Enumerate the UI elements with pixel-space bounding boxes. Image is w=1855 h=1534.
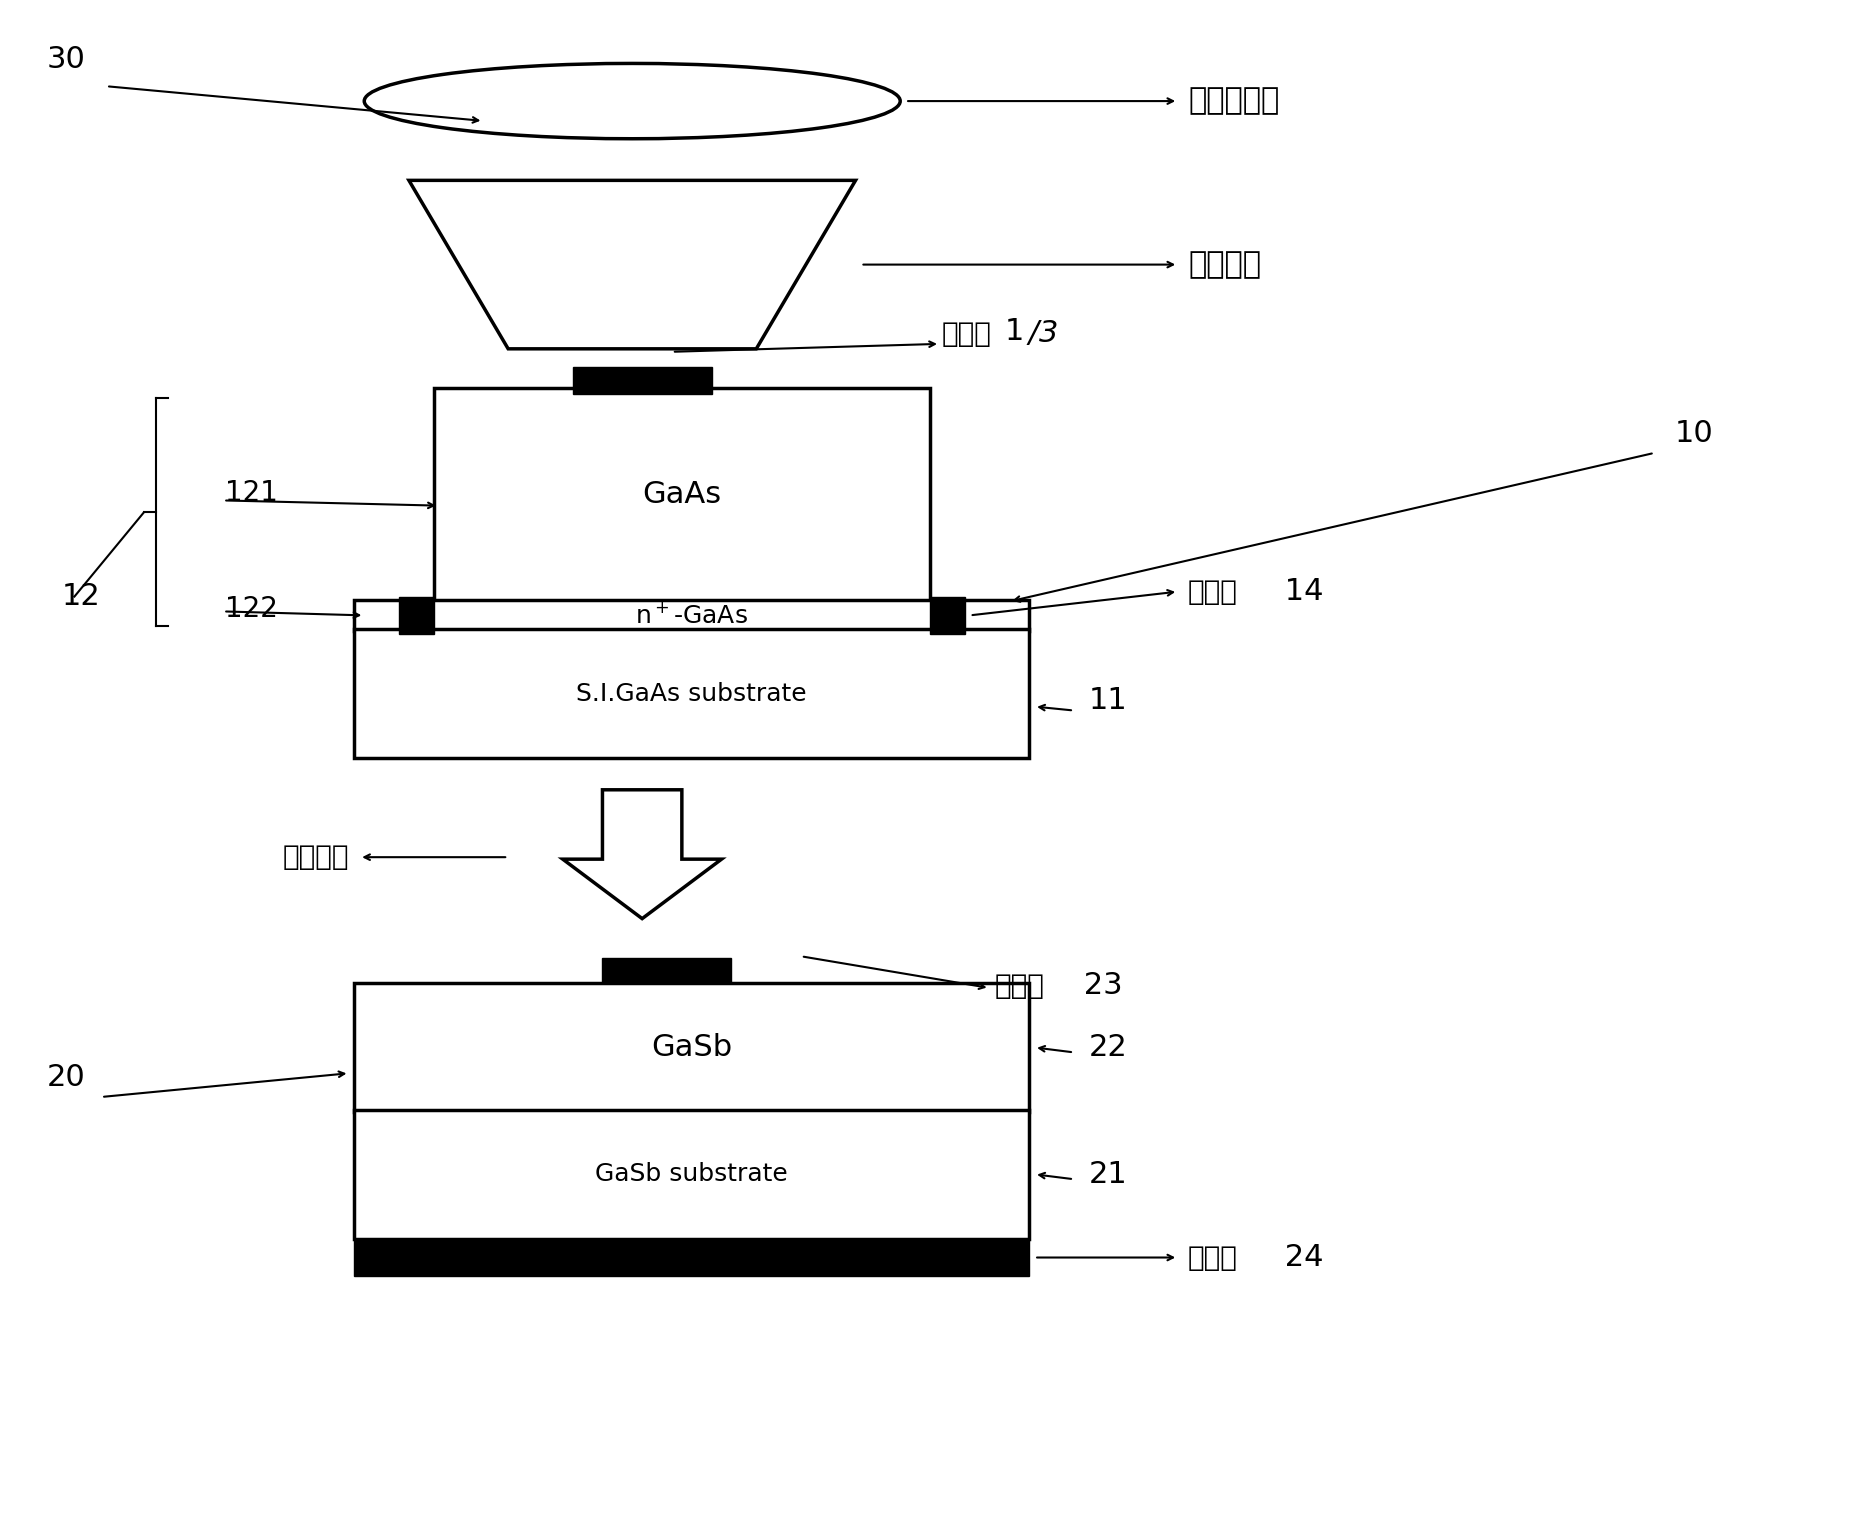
Text: 背电极: 背电极 [1187, 1244, 1237, 1272]
Text: 20: 20 [46, 1063, 85, 1092]
Text: 正电极: 正电极 [994, 973, 1044, 1000]
Text: 22: 22 [1089, 1032, 1128, 1062]
Text: 23: 23 [1074, 971, 1122, 1000]
Text: GaSb substrate: GaSb substrate [595, 1163, 788, 1186]
Text: 聚光光束: 聚光光束 [1187, 250, 1260, 279]
Text: 14: 14 [1274, 577, 1323, 606]
Bar [354, 983, 1030, 1112]
Polygon shape [562, 790, 722, 919]
Bar [399, 597, 434, 634]
Text: 12: 12 [61, 581, 100, 611]
Text: 122: 122 [224, 595, 278, 623]
Text: 1: 1 [1004, 318, 1024, 347]
Bar [929, 597, 965, 634]
Text: 30: 30 [46, 44, 85, 74]
Text: 10: 10 [1673, 419, 1712, 448]
Text: GaSb: GaSb [651, 1032, 733, 1062]
Bar [354, 629, 1030, 758]
Bar [354, 1238, 1030, 1276]
Text: /3: /3 [1018, 319, 1057, 348]
Bar [354, 600, 1030, 630]
Polygon shape [408, 181, 855, 348]
Text: 背电极: 背电极 [1187, 578, 1237, 606]
Text: 11: 11 [1089, 686, 1128, 715]
Text: 菲涅尔透镜: 菲涅尔透镜 [1187, 86, 1278, 115]
Text: 正电极: 正电极 [940, 321, 991, 348]
Text: 121: 121 [224, 479, 278, 506]
Text: 聚光光束: 聚光光束 [282, 844, 349, 871]
Text: GaAs: GaAs [642, 480, 722, 509]
Text: 21: 21 [1089, 1160, 1128, 1189]
Text: n$^+$-GaAs: n$^+$-GaAs [634, 603, 748, 627]
Text: S.I.GaAs substrate: S.I.GaAs substrate [577, 681, 807, 706]
Ellipse shape [364, 63, 900, 138]
Bar [354, 1111, 1030, 1238]
Bar [573, 367, 710, 394]
Bar [434, 388, 929, 601]
Text: 24: 24 [1274, 1243, 1323, 1272]
Bar [603, 959, 731, 983]
